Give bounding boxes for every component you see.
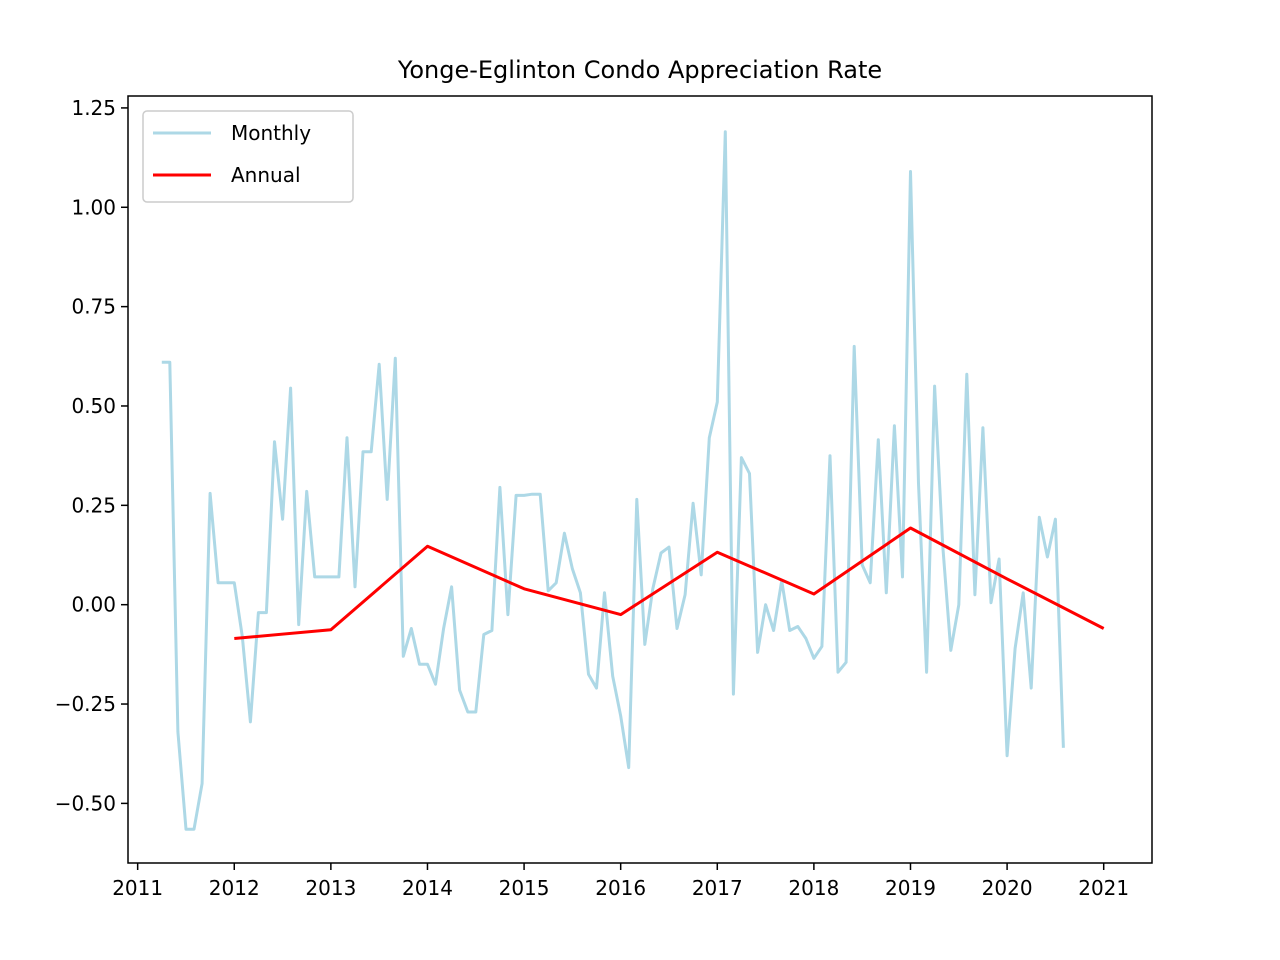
y-tick-label: 1.25 <box>71 96 116 120</box>
x-axis: 2011 2012 2013 2014 2015 2016 2017 2018 2019 2020… <box>112 863 1129 900</box>
x-tick-label: 2020 <box>982 876 1033 900</box>
plot-area-frame <box>127 95 1153 864</box>
x-tick-label: 2018 <box>788 876 839 900</box>
series-layer <box>161 130 1105 831</box>
legend-label-monthly: Monthly <box>231 121 311 145</box>
x-tick-label: 2019 <box>885 876 936 900</box>
x-tick-label: 2016 <box>595 876 646 900</box>
y-tick-label: −0.25 <box>55 692 116 716</box>
y-tick-label: 0.75 <box>71 295 116 319</box>
x-tick-label: 2012 <box>209 876 260 900</box>
x-tick-label: 2015 <box>499 876 550 900</box>
y-tick-label: 0.25 <box>71 493 116 517</box>
x-tick-label: 2021 <box>1078 876 1129 900</box>
series-line-annual <box>234 526 1105 640</box>
y-tick-label: 1.00 <box>71 195 116 219</box>
chart-title: Yonge-Eglinton Condo Appreciation Rate <box>397 56 882 84</box>
legend-label-annual: Annual <box>231 163 301 187</box>
y-tick-label: 0.00 <box>71 593 116 617</box>
series-line-monthly <box>161 130 1065 831</box>
x-tick-label: 2014 <box>402 876 453 900</box>
y-axis: 1.25 1.00 0.75 0.50 0.25 0.00 −0.25 −0.50 <box>55 96 128 815</box>
x-tick-label: 2013 <box>305 876 356 900</box>
x-tick-label: 2017 <box>692 876 743 900</box>
y-tick-label: −0.50 <box>55 791 116 815</box>
y-tick-label: 0.50 <box>71 394 116 418</box>
x-tick-label: 2011 <box>112 876 163 900</box>
legend: Monthly Annual <box>142 110 354 203</box>
